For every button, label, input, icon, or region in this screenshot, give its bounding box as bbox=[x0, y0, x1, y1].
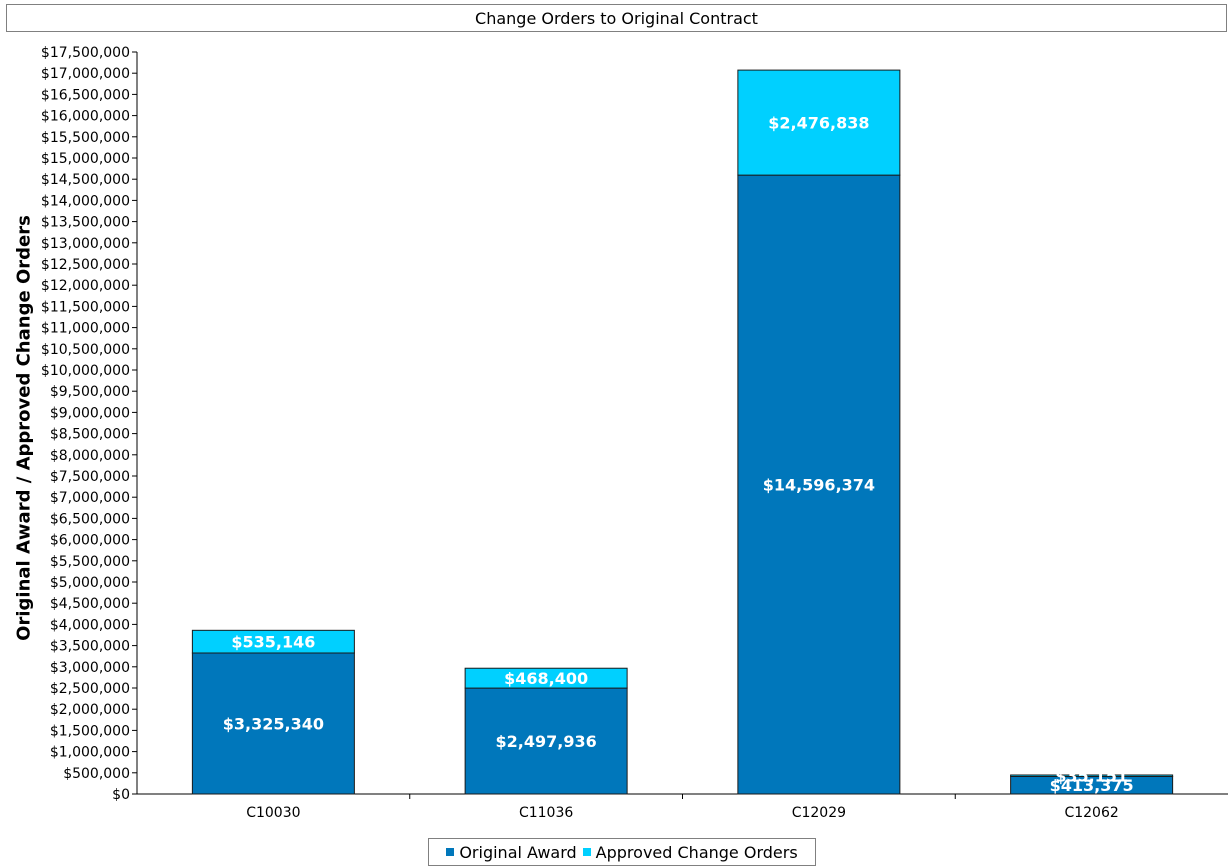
bar-original-award bbox=[737, 174, 901, 795]
y-tick-label: $2,000,000 bbox=[50, 702, 130, 718]
bar-original-award bbox=[191, 652, 355, 795]
y-tick-label: $1,000,000 bbox=[50, 745, 130, 761]
y-tick-label: $6,500,000 bbox=[50, 511, 130, 527]
y-tick-label: $7,000,000 bbox=[50, 490, 130, 506]
data-label-original-award: $2,497,936 bbox=[496, 732, 597, 751]
y-tick-label: $1,500,000 bbox=[50, 723, 130, 739]
y-tick-label: $9,500,000 bbox=[50, 384, 130, 400]
legend: Original Award Approved Change Orders bbox=[428, 838, 816, 866]
bar-approved-change-orders bbox=[464, 667, 628, 689]
y-tick-label: $14,500,000 bbox=[41, 172, 130, 188]
y-tick-label: $15,500,000 bbox=[41, 130, 130, 146]
y-tick-label: $11,500,000 bbox=[41, 299, 130, 315]
data-label-original-award: $413,375 bbox=[1050, 776, 1134, 795]
y-tick-label: $5,500,000 bbox=[50, 554, 130, 570]
bar-approved-change-orders bbox=[737, 69, 901, 176]
data-label-approved-change-orders: $535,146 bbox=[231, 633, 315, 652]
bar-approved-change-orders bbox=[191, 629, 355, 654]
y-tick-label: $10,000,000 bbox=[41, 363, 130, 379]
bar-approved-change-orders bbox=[1010, 774, 1174, 777]
y-tick-label: $9,000,000 bbox=[50, 405, 130, 421]
y-tick-label: $2,500,000 bbox=[50, 681, 130, 697]
y-tick-label: $3,500,000 bbox=[50, 639, 130, 655]
legend-swatch-approved-change-orders bbox=[582, 848, 591, 856]
chart-title: Change Orders to Original Contract bbox=[6, 4, 1227, 32]
x-tick-label: C12062 bbox=[1064, 805, 1118, 821]
y-tick-label: $17,000,000 bbox=[41, 66, 130, 82]
data-label-approved-change-orders: $468,400 bbox=[504, 669, 588, 688]
data-label-approved-change-orders: $2,476,838 bbox=[768, 114, 869, 133]
y-tick-label: $6,000,000 bbox=[50, 533, 130, 549]
y-tick-label: $11,000,000 bbox=[41, 321, 130, 337]
y-tick-label: $8,500,000 bbox=[50, 427, 130, 443]
data-label-approved-change-orders: $35,151 bbox=[1055, 767, 1128, 786]
legend-label-approved-change-orders: Approved Change Orders bbox=[595, 842, 798, 862]
y-tick-label: $17,500,000 bbox=[41, 45, 130, 61]
y-tick-label: $13,500,000 bbox=[41, 215, 130, 231]
y-tick-label: $13,000,000 bbox=[41, 236, 130, 252]
legend-label-original-award: Original Award bbox=[459, 842, 577, 862]
y-tick-label: $7,500,000 bbox=[50, 469, 130, 485]
y-tick-label: $4,000,000 bbox=[50, 617, 130, 633]
data-label-original-award: $3,325,340 bbox=[223, 715, 324, 734]
y-tick-label: $3,000,000 bbox=[50, 660, 130, 676]
y-tick-label: $15,000,000 bbox=[41, 151, 130, 167]
y-tick-label: $0 bbox=[112, 787, 130, 803]
bar-original-award bbox=[464, 687, 628, 795]
x-tick-label: C12029 bbox=[792, 805, 846, 821]
y-tick-label: $5,000,000 bbox=[50, 575, 130, 591]
legend-item-approved-change-orders: Approved Change Orders bbox=[582, 842, 798, 862]
data-label-original-award: $14,596,374 bbox=[763, 476, 875, 495]
y-tick-label: $14,000,000 bbox=[41, 193, 130, 209]
legend-item-original-award: Original Award bbox=[446, 842, 577, 862]
x-tick-label: C11036 bbox=[519, 805, 573, 821]
y-tick-label: $10,500,000 bbox=[41, 342, 130, 358]
y-tick-label: $12,500,000 bbox=[41, 257, 130, 273]
y-tick-label: $8,000,000 bbox=[50, 448, 130, 464]
x-tick-label: C10030 bbox=[246, 805, 300, 821]
y-tick-label: $4,500,000 bbox=[50, 596, 130, 612]
y-tick-label: $12,000,000 bbox=[41, 278, 130, 294]
y-tick-label: $500,000 bbox=[63, 766, 130, 782]
legend-swatch-original-award bbox=[446, 848, 455, 856]
y-tick-label: $16,000,000 bbox=[41, 109, 130, 125]
y-tick-label: $16,500,000 bbox=[41, 87, 130, 103]
